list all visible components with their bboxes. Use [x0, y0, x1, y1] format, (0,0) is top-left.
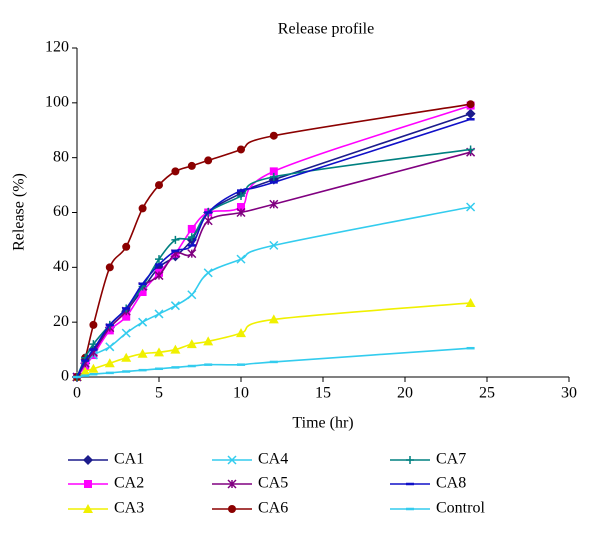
- series-line: [76, 104, 471, 378]
- marker: [237, 203, 245, 212]
- legend-marker: [227, 455, 237, 465]
- legend-marker: [84, 480, 92, 488]
- chart-title: Release profile: [278, 21, 374, 38]
- marker: [122, 312, 131, 321]
- y-tick-label: 20: [53, 313, 69, 330]
- marker: [171, 235, 180, 244]
- series-line: [76, 151, 471, 378]
- legend-marker: [83, 455, 93, 465]
- marker: [138, 317, 148, 327]
- x-axis-label: Time (hr): [292, 415, 353, 432]
- marker: [466, 145, 475, 154]
- legend-label: Control: [436, 500, 485, 517]
- marker: [155, 255, 163, 264]
- marker: [269, 167, 278, 176]
- marker: [137, 348, 148, 358]
- marker: [138, 204, 147, 213]
- legend-label: CA6: [258, 500, 288, 517]
- marker: [104, 358, 115, 368]
- y-tick-label: 0: [61, 368, 69, 385]
- marker: [186, 339, 197, 349]
- marker: [187, 161, 196, 170]
- marker: [187, 224, 196, 233]
- marker: [88, 363, 99, 373]
- marker: [268, 314, 279, 324]
- marker: [269, 172, 278, 181]
- legend-label: CA5: [258, 475, 288, 492]
- marker: [237, 145, 245, 154]
- marker: [466, 100, 475, 109]
- marker: [203, 216, 213, 226]
- marker: [236, 328, 246, 338]
- x-tick-label: 20: [397, 385, 413, 402]
- series-line: [76, 206, 471, 378]
- marker: [203, 268, 213, 278]
- marker: [204, 156, 213, 165]
- marker: [154, 347, 164, 357]
- series-line: [76, 118, 471, 378]
- marker: [171, 167, 180, 176]
- marker: [121, 328, 131, 338]
- marker: [154, 271, 164, 281]
- y-axis-label: Release (%): [11, 173, 28, 251]
- legend-label: CA4: [258, 451, 288, 468]
- x-tick-label: 30: [561, 385, 577, 402]
- x-tick-label: 15: [315, 385, 331, 402]
- x-tick-label: 25: [479, 385, 495, 402]
- legend-marker: [228, 505, 236, 513]
- y-tick-label: 120: [45, 39, 69, 56]
- marker: [465, 108, 476, 119]
- legend-label: CA3: [114, 500, 144, 517]
- marker: [187, 233, 196, 242]
- marker: [122, 242, 131, 251]
- y-tick-label: 40: [53, 258, 69, 275]
- marker: [154, 309, 164, 319]
- marker: [466, 202, 476, 212]
- marker: [155, 181, 163, 190]
- legend-label: CA2: [114, 475, 144, 492]
- marker: [138, 288, 147, 297]
- legend-marker: [406, 456, 414, 464]
- marker: [465, 297, 476, 307]
- marker: [105, 263, 114, 272]
- marker: [187, 290, 197, 300]
- legend-label: CA8: [436, 475, 466, 492]
- marker: [269, 199, 279, 209]
- legend-marker: [83, 504, 93, 513]
- marker: [269, 131, 278, 140]
- series-line: [76, 302, 471, 378]
- legend-label: CA7: [436, 451, 466, 468]
- marker: [269, 240, 279, 250]
- legend-label: CA1: [114, 451, 144, 468]
- series-line: [76, 103, 471, 378]
- marker: [170, 344, 181, 354]
- x-tick-label: 0: [73, 385, 81, 402]
- marker: [170, 301, 180, 311]
- y-tick-label: 60: [53, 203, 69, 220]
- marker: [89, 320, 98, 329]
- legend-marker: [227, 479, 237, 489]
- marker: [237, 192, 245, 201]
- marker: [80, 366, 91, 376]
- marker: [105, 342, 115, 352]
- x-tick-label: 10: [233, 385, 249, 402]
- y-tick-label: 80: [53, 148, 69, 165]
- x-tick-label: 5: [155, 385, 163, 402]
- marker: [203, 336, 214, 346]
- marker: [236, 207, 246, 218]
- marker: [187, 249, 197, 259]
- y-tick-label: 100: [45, 94, 69, 111]
- marker: [236, 254, 246, 264]
- marker: [121, 352, 132, 362]
